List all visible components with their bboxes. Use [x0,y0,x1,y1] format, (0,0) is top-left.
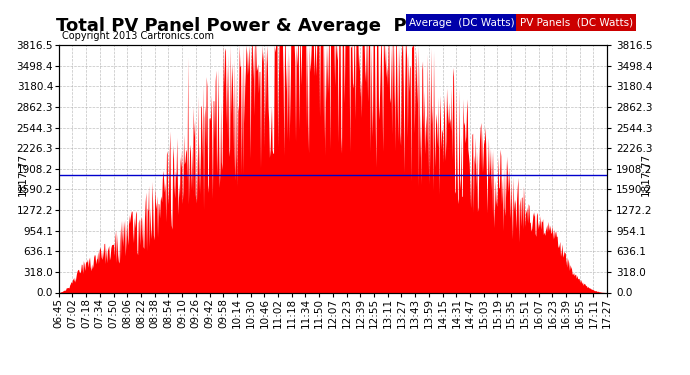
Text: 1817.77: 1817.77 [640,153,651,196]
Text: Average  (DC Watts): Average (DC Watts) [409,18,515,27]
Text: 1817.77: 1817.77 [18,153,28,196]
Text: Total PV Panel Power & Average  Power Sat Feb 16 17:30: Total PV Panel Power & Average Power Sat… [56,17,634,35]
Text: Copyright 2013 Cartronics.com: Copyright 2013 Cartronics.com [62,31,214,41]
Text: PV Panels  (DC Watts): PV Panels (DC Watts) [520,18,633,27]
